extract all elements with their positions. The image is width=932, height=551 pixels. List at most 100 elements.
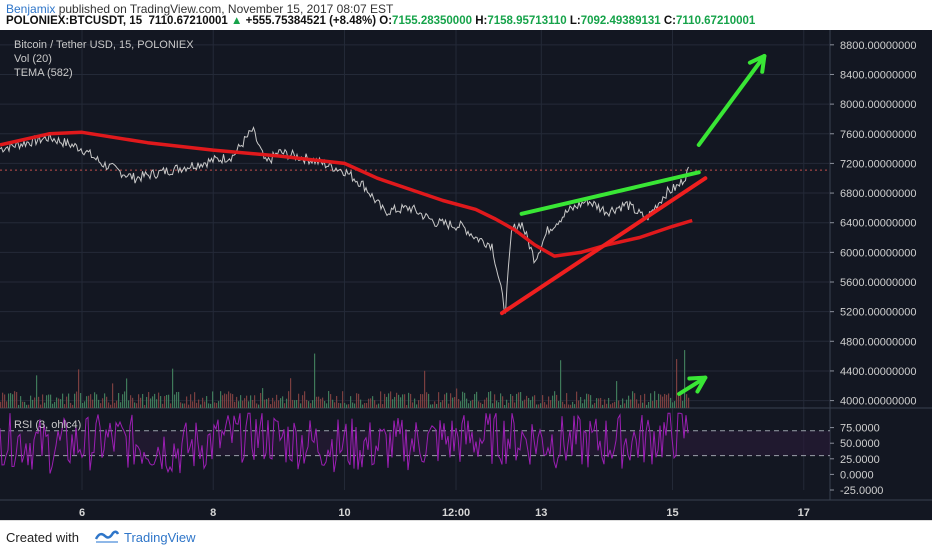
author-link[interactable]: Benjamix <box>6 2 56 16</box>
volume-bar <box>312 400 314 408</box>
volume-bar <box>20 396 22 408</box>
volume-bar <box>184 403 186 408</box>
volume-bar <box>282 396 284 408</box>
volume-bar <box>256 403 258 408</box>
volume-bar <box>180 402 182 408</box>
volume-bar <box>356 393 358 408</box>
volume-bar <box>366 402 368 408</box>
price-tick-label: 7600.00000000 <box>840 129 916 141</box>
volume-bar <box>178 391 180 408</box>
price-tick-label: 8000.00000000 <box>840 99 916 111</box>
volume-bar <box>646 404 648 408</box>
volume-bar <box>292 399 294 408</box>
chart-header: Benjamix published on TradingView.com, N… <box>0 0 932 30</box>
volume-bar <box>170 403 172 408</box>
volume-bar <box>164 396 166 408</box>
volume-bar <box>78 369 80 408</box>
volume-bar <box>72 404 74 408</box>
price-axis[interactable]: 8800.00000000 8400.00000000 8000.00000000 7… <box>829 30 916 500</box>
volume-bar <box>342 391 344 408</box>
volume-bar <box>238 401 240 408</box>
volume-bar <box>194 392 196 408</box>
volume-bar <box>488 392 490 408</box>
volume-bar <box>640 395 642 408</box>
volume-bar <box>472 399 474 408</box>
volume-bar <box>12 394 14 408</box>
volume-bar <box>116 400 118 408</box>
volume-bar <box>386 396 388 408</box>
volume-bar <box>80 393 82 408</box>
volume-bar <box>320 398 322 408</box>
price-line <box>0 126 689 314</box>
volume-bar <box>52 403 54 408</box>
volume-bar <box>308 401 310 408</box>
volume-bar <box>480 402 482 408</box>
volume-bar <box>424 370 426 408</box>
volume-bar <box>428 393 430 408</box>
volume-bar <box>206 396 208 408</box>
volume-bar <box>316 396 318 408</box>
volume-bar <box>434 401 436 408</box>
volume-bar <box>266 399 268 408</box>
volume-bar <box>446 392 448 408</box>
volume-bar <box>416 404 418 408</box>
price-tick-label: 4000.00000000 <box>840 396 916 408</box>
volume-bar <box>138 394 140 408</box>
volume-bar <box>374 400 376 408</box>
volume-bar <box>654 391 656 408</box>
price-tick-label: 5600.00000000 <box>840 277 916 289</box>
volume-bar <box>642 402 644 408</box>
volume-bar <box>16 392 18 408</box>
volume-bar <box>146 396 148 408</box>
volume-bar <box>578 400 580 408</box>
volume-bar <box>96 394 98 408</box>
tradingview-brand-link[interactable]: TradingView <box>124 530 196 545</box>
volume-bar <box>364 402 366 408</box>
time-axis[interactable]: 6 8 10 12:00 13 15 17 <box>0 499 932 519</box>
volume-bar <box>380 391 382 408</box>
volume-bar <box>294 400 296 408</box>
volume-bar <box>510 394 512 408</box>
volume-bar <box>134 402 136 408</box>
volume-bar <box>564 404 566 408</box>
volume-bar <box>274 401 276 408</box>
time-tick-label: 15 <box>666 507 678 519</box>
price-chart[interactable]: 8800.00000000 8400.00000000 8000.00000000 7… <box>0 30 932 520</box>
last-price: 7110.67210001 <box>148 15 228 27</box>
volume-bar <box>628 395 630 408</box>
volume-bar <box>252 399 254 408</box>
volume-bar <box>414 398 416 408</box>
volume-bar <box>536 404 538 408</box>
volume-bar <box>370 398 372 408</box>
volume-bar <box>174 394 176 408</box>
volume-bar <box>240 395 242 408</box>
volume-bar <box>484 399 486 408</box>
trend-line <box>519 170 701 216</box>
volume-bar <box>614 401 616 408</box>
price-tick-label: 8800.00000000 <box>840 40 916 52</box>
volume-bar <box>6 401 8 408</box>
volume-bar <box>212 391 214 408</box>
rsi-tick-label: 0.0000 <box>840 469 874 481</box>
volume-bar <box>384 393 386 408</box>
volume-bar <box>606 403 608 408</box>
volume-bar <box>648 401 650 408</box>
volume-bar <box>140 397 142 408</box>
volume-bar <box>670 397 672 408</box>
time-tick-label: 12:00 <box>442 507 470 519</box>
arrow-head <box>687 375 708 394</box>
volume-bar <box>66 396 68 408</box>
volume-bar <box>376 404 378 408</box>
volume-bar <box>456 388 458 408</box>
volume-bar <box>554 391 556 408</box>
volume-bar <box>38 396 40 408</box>
volume-bar <box>182 403 184 408</box>
volume-bar <box>82 402 84 408</box>
volume-bar <box>674 401 676 408</box>
volume-bar <box>90 394 92 408</box>
volume-bar <box>524 399 526 408</box>
volume-bar <box>418 400 420 408</box>
volume-bar <box>64 404 66 408</box>
volume-bar <box>30 395 32 408</box>
volume-bar <box>658 393 660 408</box>
